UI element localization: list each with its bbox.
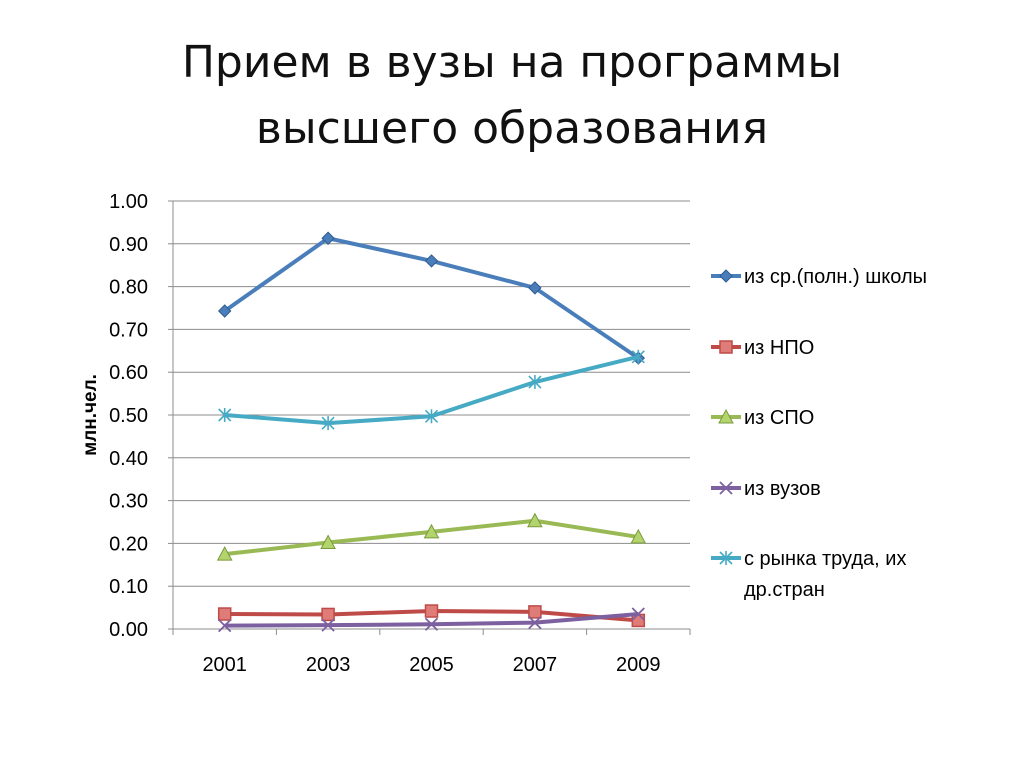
legend-label: из вузов (744, 478, 821, 500)
data-point (424, 604, 439, 618)
data-point (218, 618, 232, 633)
y-tick-label: 0.30 (109, 491, 148, 513)
data-point (528, 615, 542, 630)
legend-label: с рынка труда, их (744, 548, 906, 570)
data-point (630, 528, 647, 544)
data-point (424, 617, 439, 631)
y-tick-label: 0.90 (109, 234, 148, 256)
legend-item: из СПО (711, 407, 814, 429)
y-tick-label: 0.50 (109, 405, 148, 427)
x-tick-label: 2007 (513, 654, 558, 676)
y-axis-ticks: 0.00 0.10 0.20 0.30 0.40 0.50 0.60 0.70 0.80 0.90… (109, 191, 148, 641)
legend-label: из СПО (744, 407, 814, 429)
legend-marker (718, 408, 734, 424)
y-tick-label: 0.60 (109, 362, 148, 384)
y-axis-label: млн.чел. (80, 374, 101, 456)
legend-marker (719, 551, 733, 565)
slide-title: Прием в вузы на программы высшего образо… (60, 30, 964, 162)
x-tick-label: 2005 (409, 654, 454, 676)
data-point (321, 416, 335, 431)
y-tick-label: 0.80 (109, 277, 148, 299)
series-1 (217, 231, 646, 365)
legend-label: др.стран (744, 579, 825, 601)
x-tick-label: 2003 (306, 654, 351, 676)
slide-title-line-1: Прием в вузы на программы (181, 37, 843, 88)
data-point (424, 254, 439, 268)
series-5 (218, 349, 645, 431)
slide-title-line-2: высшего образования (255, 103, 769, 154)
data-point (424, 409, 439, 424)
x-axis-ticks: 2001 2003 2005 2007 2009 (202, 654, 660, 676)
series-3 (216, 512, 647, 561)
data-point (217, 304, 232, 318)
x-tick-label: 2001 (202, 654, 247, 676)
y-tick-label: 0.10 (109, 576, 148, 598)
legend-marker (719, 481, 733, 495)
y-tick-label: 0.70 (109, 319, 148, 341)
chart-legend: из ср.(полн.) школы из НПО из СПО из вузов с… (711, 266, 927, 601)
data-point (528, 375, 542, 390)
data-point (321, 618, 335, 632)
legend-label: из НПО (744, 337, 814, 359)
x-tick-label: 2009 (616, 654, 661, 676)
series-4 (218, 607, 645, 633)
data-point (321, 231, 335, 245)
legend-item: из НПО (711, 337, 814, 359)
y-tick-label: 0.00 (109, 619, 148, 641)
y-tick-label: 0.20 (109, 533, 148, 555)
data-point (631, 607, 645, 621)
legend-item: из вузов (711, 478, 821, 500)
data-point (217, 607, 232, 621)
y-tick-label: 0.40 (109, 448, 148, 470)
chart-series (216, 231, 647, 633)
legend-marker (719, 340, 733, 354)
legend-label: из ср.(полн.) школы (744, 266, 927, 288)
data-point (320, 534, 336, 550)
legend-item: с рынка труда, их др.стран (711, 548, 906, 601)
data-point (631, 349, 645, 364)
data-point (321, 607, 335, 622)
data-point (528, 605, 542, 619)
legend-marker (719, 269, 733, 283)
data-point (216, 546, 233, 561)
data-point (423, 523, 440, 539)
chart-axes (168, 200, 691, 635)
data-point (527, 512, 543, 528)
data-point (218, 408, 232, 422)
legend-item: из ср.(полн.) школы (711, 266, 927, 288)
y-tick-label: 1.00 (109, 191, 148, 213)
data-point (528, 281, 542, 295)
